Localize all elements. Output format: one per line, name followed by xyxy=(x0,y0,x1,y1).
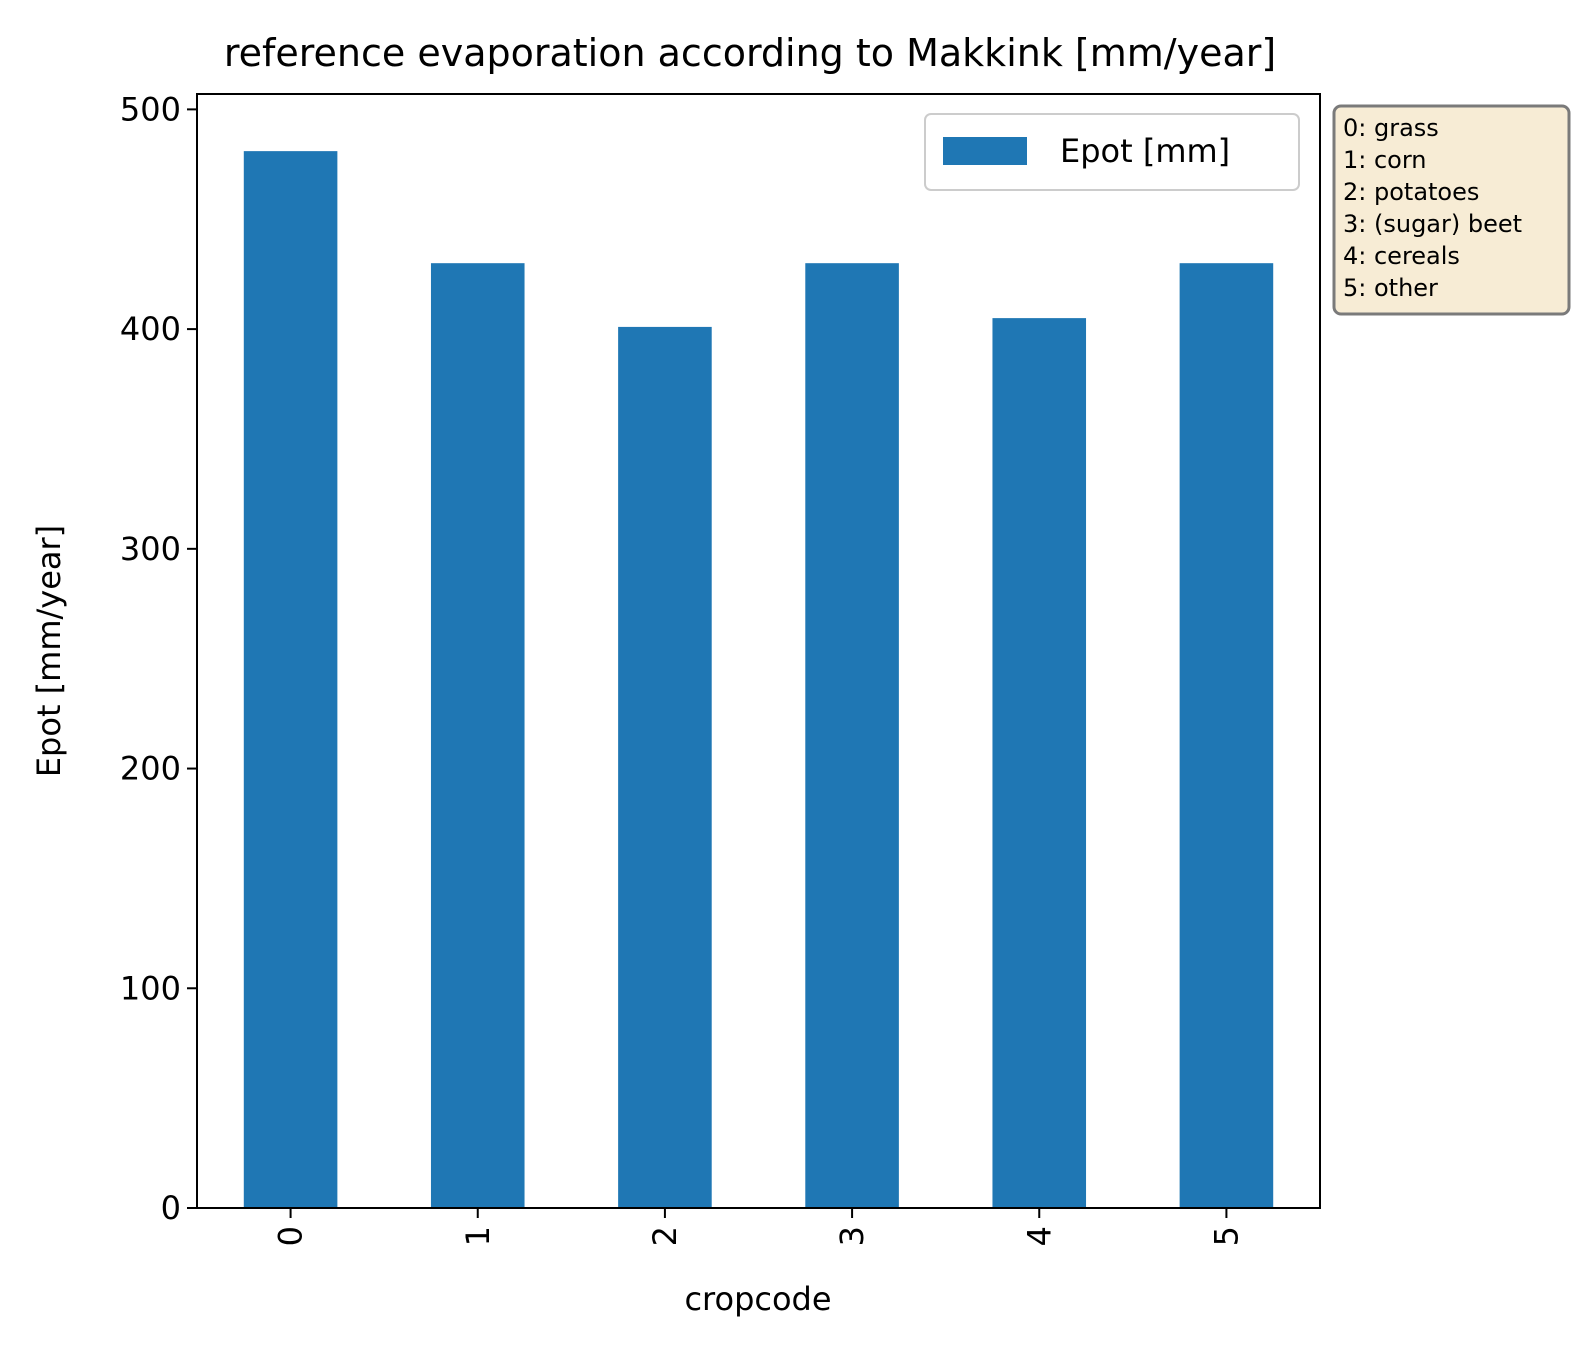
chart-title: reference evaporation according to Makki… xyxy=(224,31,1276,75)
bar-0 xyxy=(243,151,338,1209)
y-tick-label: 500 xyxy=(120,90,181,128)
y-tick-label: 300 xyxy=(120,530,181,568)
y-tick-label: 100 xyxy=(120,969,181,1007)
y-axis-label: Epot [mm/year] xyxy=(30,525,68,777)
bar-1 xyxy=(430,263,525,1208)
x-tick-label: 5 xyxy=(1207,1226,1245,1246)
bar-4 xyxy=(992,318,1087,1208)
x-tick-label: 2 xyxy=(646,1226,684,1246)
bar-2 xyxy=(618,326,712,1208)
x-tick-label: 1 xyxy=(459,1226,497,1246)
y-tick-label: 200 xyxy=(120,750,181,788)
y-tick-label: 0 xyxy=(161,1189,181,1227)
x-axis-ticks: 0 1 2 3 4 5 xyxy=(272,1208,1245,1246)
legend: Epot [mm] xyxy=(924,113,1300,191)
bar-5 xyxy=(1179,263,1274,1208)
x-tick-label: 3 xyxy=(833,1226,871,1246)
y-axis-ticks: 0 100 200 300 400 500 xyxy=(120,90,197,1227)
bars-group xyxy=(243,151,1274,1209)
bar-3 xyxy=(805,263,899,1208)
x-tick-label: 0 xyxy=(272,1226,310,1246)
crop-code-annotation: 0: grass 1: corn 2: potatoes 3: (sugar) … xyxy=(1332,104,1571,316)
annotation-box xyxy=(1332,104,1571,316)
y-tick-label: 400 xyxy=(120,310,181,348)
legend-label: Epot [mm] xyxy=(1060,132,1230,170)
x-tick-label: 4 xyxy=(1020,1226,1058,1246)
legend-box xyxy=(924,113,1300,191)
annotation-line-1: 1: corn xyxy=(1343,146,1427,174)
annotation-line-2: 2: potatoes xyxy=(1343,178,1479,206)
annotation-line-5: 5: other xyxy=(1343,274,1438,302)
x-axis-label: cropcode xyxy=(684,1280,831,1318)
annotation-line-4: 4: cereals xyxy=(1343,242,1460,270)
annotation-line-0: 0: grass xyxy=(1343,114,1439,142)
plot-frame xyxy=(196,93,1321,1209)
annotation-line-3: 3: (sugar) beet xyxy=(1343,210,1522,238)
legend-swatch xyxy=(943,137,1027,165)
